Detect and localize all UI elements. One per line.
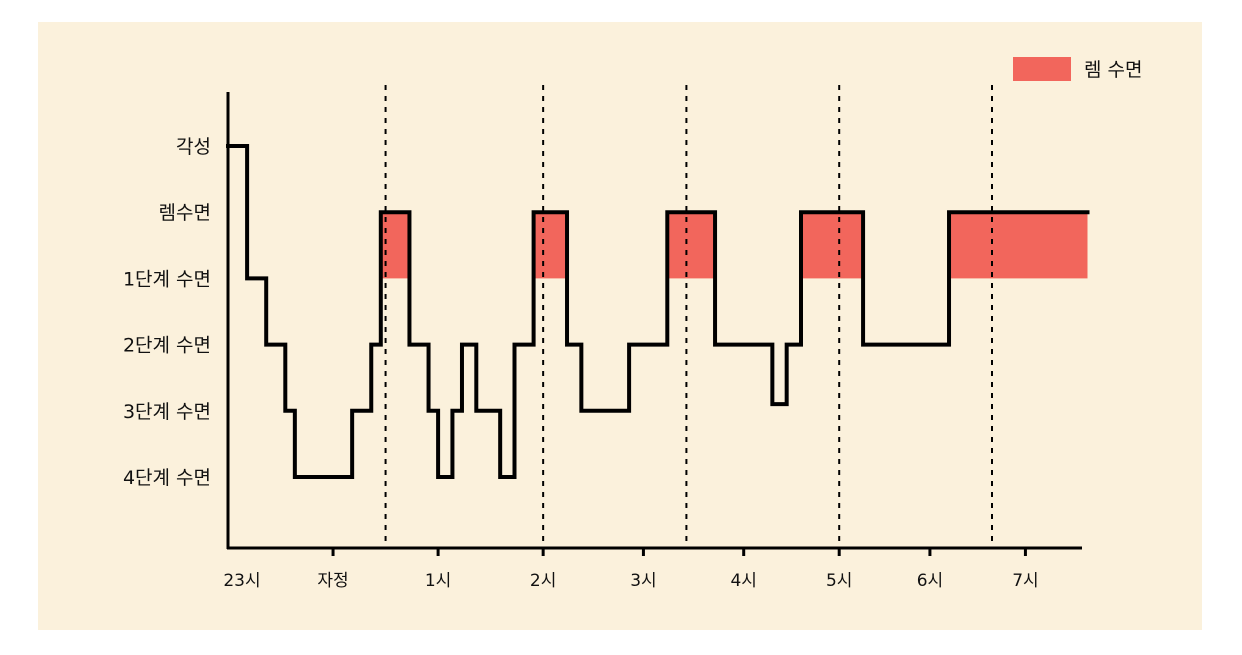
y-tick-label: 3단계 수면	[123, 401, 211, 423]
legend-swatch-rem	[1013, 57, 1071, 81]
y-tick-label: 렘수면	[159, 202, 211, 224]
legend: 렘 수면	[1013, 57, 1142, 81]
x-tick-label: 2시	[530, 571, 556, 591]
rem-period-1	[380, 212, 410, 279]
x-tick-label: 1시	[425, 571, 451, 591]
x-ticks: 23시 자정 1시 2시 3시 4시 5시 6시 7시	[223, 548, 1039, 591]
y-tick-label: 1단계 수면	[123, 268, 211, 290]
x-tick-label: 5시	[826, 571, 852, 591]
x-tick-label: 23시	[223, 571, 260, 591]
rem-period-4	[801, 212, 864, 279]
legend-label-rem: 렘 수면	[1084, 59, 1142, 81]
chart-background	[38, 22, 1202, 630]
rem-fill-layer	[380, 212, 1088, 279]
y-tick-label: 2단계 수면	[123, 335, 211, 357]
x-tick-label: 4시	[730, 571, 756, 591]
rem-period-3	[667, 212, 716, 279]
y-tick-label: 4단계 수면	[123, 467, 211, 489]
hypnogram-line	[226, 144, 1090, 479]
x-tick-label: 자정	[317, 571, 348, 591]
x-tick-label: 7시	[1012, 571, 1038, 591]
rem-period-2	[533, 212, 568, 279]
y-tick-label: 각성	[176, 136, 211, 158]
x-tick-label: 6시	[917, 571, 943, 591]
rem-period-5	[949, 212, 1088, 279]
x-tick-label: 3시	[630, 571, 656, 591]
dotted-lines-layer	[384, 85, 993, 548]
